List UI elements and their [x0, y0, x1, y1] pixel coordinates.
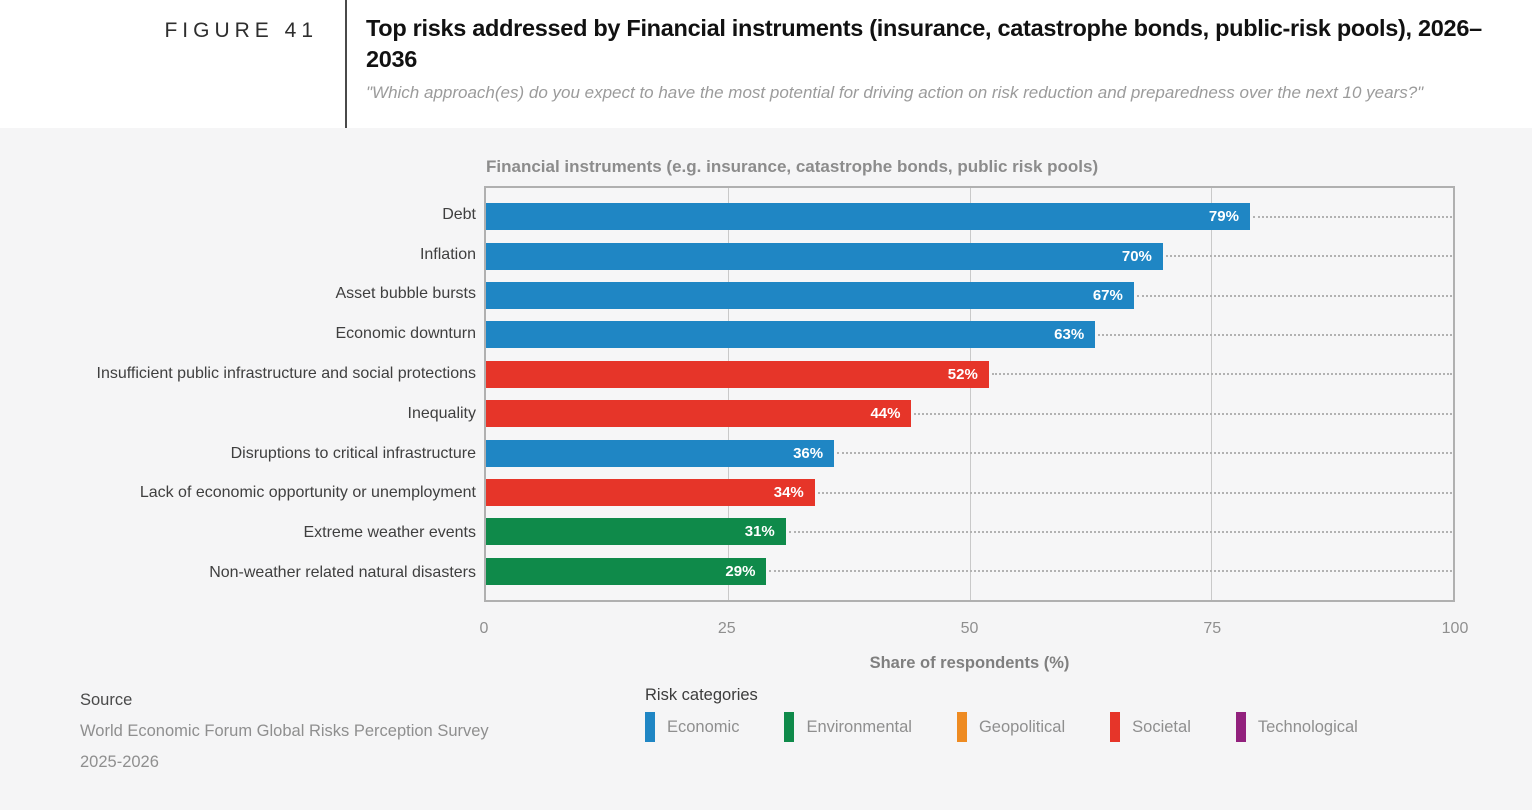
- leader-dotted-line: [817, 491, 1452, 494]
- legend-item: Economic: [645, 712, 739, 742]
- leader-dotted-line: [1252, 215, 1452, 218]
- figure-header: FIGURE 41 Top risks addressed by Financi…: [0, 0, 1532, 128]
- category-label: Economic downturn: [335, 325, 476, 343]
- bar-row: 70%: [486, 236, 1453, 275]
- category-label: Lack of economic opportunity or unemploy…: [139, 484, 476, 502]
- legend-item-label: Environmental: [806, 717, 912, 736]
- header-divider: [345, 0, 347, 128]
- category-label: Extreme weather events: [303, 524, 476, 542]
- leader-dotted-line: [788, 530, 1452, 533]
- leader-dotted-line: [991, 373, 1452, 376]
- bar-chart: Debt Inflation Asset bubble bursts Economic…: [40, 186, 1455, 602]
- environmental-color-swatch: [784, 712, 795, 742]
- legend-item: Societal: [1110, 712, 1191, 742]
- bar: 67%: [486, 282, 1134, 310]
- gridline: [969, 188, 971, 600]
- figure-title: Top risks addressed by Financial instrum…: [366, 15, 1482, 72]
- chart-title: Financial instruments (e.g. insurance, c…: [486, 157, 1099, 176]
- gridline-layer: [486, 188, 1453, 600]
- category-label: Non-weather related natural disasters: [209, 564, 476, 582]
- bar: 63%: [486, 321, 1096, 349]
- bar-rows-layer: 79% 70% 67% 63% 52% 44% 36% 34% 31% 29%: [486, 188, 1453, 600]
- bar: 44%: [486, 400, 912, 428]
- legend-heading: Risk categories: [645, 686, 758, 704]
- x-tick-label: 25: [717, 620, 736, 637]
- bar: 29%: [486, 557, 767, 585]
- legend-items: Economic Environmental Geopolitical Societa…: [645, 712, 1358, 742]
- bar: 31%: [486, 518, 786, 546]
- title-block: Top risks addressed by Financial instrum…: [366, 13, 1491, 103]
- figure-number-label: FIGURE 41: [164, 19, 318, 42]
- source-line-1: World Economic Forum Global Risks Percep…: [80, 722, 489, 740]
- leader-dotted-line: [914, 412, 1452, 415]
- plot-area: 79% 70% 67% 63% 52% 44% 36% 34% 31% 29%: [484, 186, 1455, 602]
- bar-row: 34%: [486, 473, 1453, 512]
- category-label: Debt: [442, 205, 476, 223]
- bar-row: 31%: [486, 512, 1453, 551]
- gridline: [1211, 188, 1213, 600]
- bar: 52%: [486, 360, 989, 388]
- legend-item: Geopolitical: [956, 712, 1066, 742]
- legend-item-label: Geopolitical: [978, 717, 1066, 736]
- figure-subtitle: "Which approach(es) do you expect to hav…: [366, 83, 1424, 102]
- bar: 36%: [486, 439, 835, 467]
- economic-color-swatch: [645, 712, 655, 742]
- y-axis-labels: Debt Inflation Asset bubble bursts Economic…: [40, 186, 484, 602]
- bar: 70%: [486, 242, 1163, 270]
- bar-row: 79%: [486, 197, 1453, 236]
- x-axis-label: Share of respondents (%): [869, 654, 1070, 672]
- category-label: Asset bubble bursts: [335, 285, 476, 303]
- legend: Risk categories Economic Environmental Geo…: [645, 685, 1358, 742]
- x-axis-ticks: 0 25 50 75 100: [480, 620, 1469, 642]
- technological-color-swatch: [1235, 712, 1246, 742]
- bar: 79%: [486, 203, 1250, 231]
- source-line-2: 2025-2026: [80, 753, 159, 771]
- x-tick-label: 50: [960, 620, 979, 637]
- leader-dotted-line: [837, 452, 1452, 455]
- bar-row: 52%: [486, 355, 1453, 394]
- legend-item-label: Societal: [1132, 717, 1191, 736]
- category-label: Insufficient public infrastructure and s…: [96, 365, 476, 383]
- source-heading: Source: [80, 691, 133, 709]
- source-block: Source World Economic Forum Global Risks…: [80, 685, 489, 778]
- bar: 34%: [486, 479, 815, 507]
- bar-row: 67%: [486, 276, 1453, 315]
- leader-dotted-line: [769, 570, 1452, 573]
- societal-color-swatch: [1110, 712, 1121, 742]
- bar-row: 44%: [486, 394, 1453, 433]
- x-tick-label: 100: [1441, 620, 1469, 637]
- leader-dotted-line: [1136, 294, 1452, 297]
- bar-row: 29%: [486, 552, 1453, 591]
- leader-dotted-line: [1165, 255, 1452, 258]
- bar-row: 63%: [486, 315, 1453, 354]
- leader-dotted-line: [1098, 333, 1452, 336]
- x-tick-label: 75: [1203, 620, 1222, 637]
- legend-item: Environmental: [784, 712, 912, 742]
- bar-row: 36%: [486, 433, 1453, 472]
- category-label: Inflation: [419, 245, 476, 263]
- legend-item-label: Technological: [1257, 717, 1358, 736]
- gridline: [727, 188, 729, 600]
- category-label: Inequality: [407, 404, 477, 422]
- x-tick-label: 0: [479, 620, 489, 637]
- legend-item: Technological: [1235, 712, 1358, 742]
- legend-item-label: Economic: [667, 717, 740, 736]
- geopolitical-color-swatch: [956, 712, 967, 742]
- category-label: Disruptions to critical infrastructure: [230, 444, 476, 462]
